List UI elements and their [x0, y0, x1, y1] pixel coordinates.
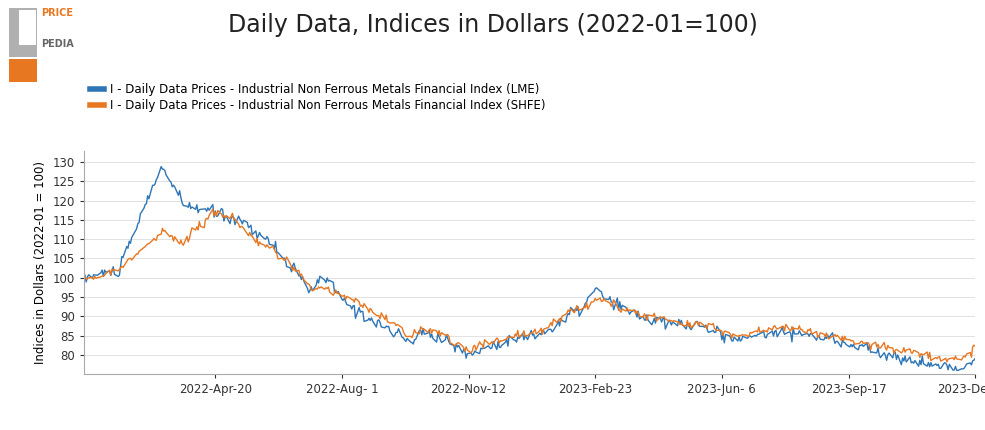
FancyBboxPatch shape [10, 59, 37, 82]
FancyBboxPatch shape [19, 10, 36, 45]
Text: PEDIA: PEDIA [41, 39, 74, 49]
Legend: I - Daily Data Prices - Industrial Non Ferrous Metals Financial Index (LME), I -: I - Daily Data Prices - Industrial Non F… [90, 83, 545, 112]
Text: Daily Data, Indices in Dollars (2022-01=100): Daily Data, Indices in Dollars (2022-01=… [228, 13, 757, 37]
FancyBboxPatch shape [10, 8, 37, 57]
Text: PRICE: PRICE [41, 8, 73, 18]
Y-axis label: Indices in Dollars (2022-01 = 100): Indices in Dollars (2022-01 = 100) [33, 161, 46, 364]
